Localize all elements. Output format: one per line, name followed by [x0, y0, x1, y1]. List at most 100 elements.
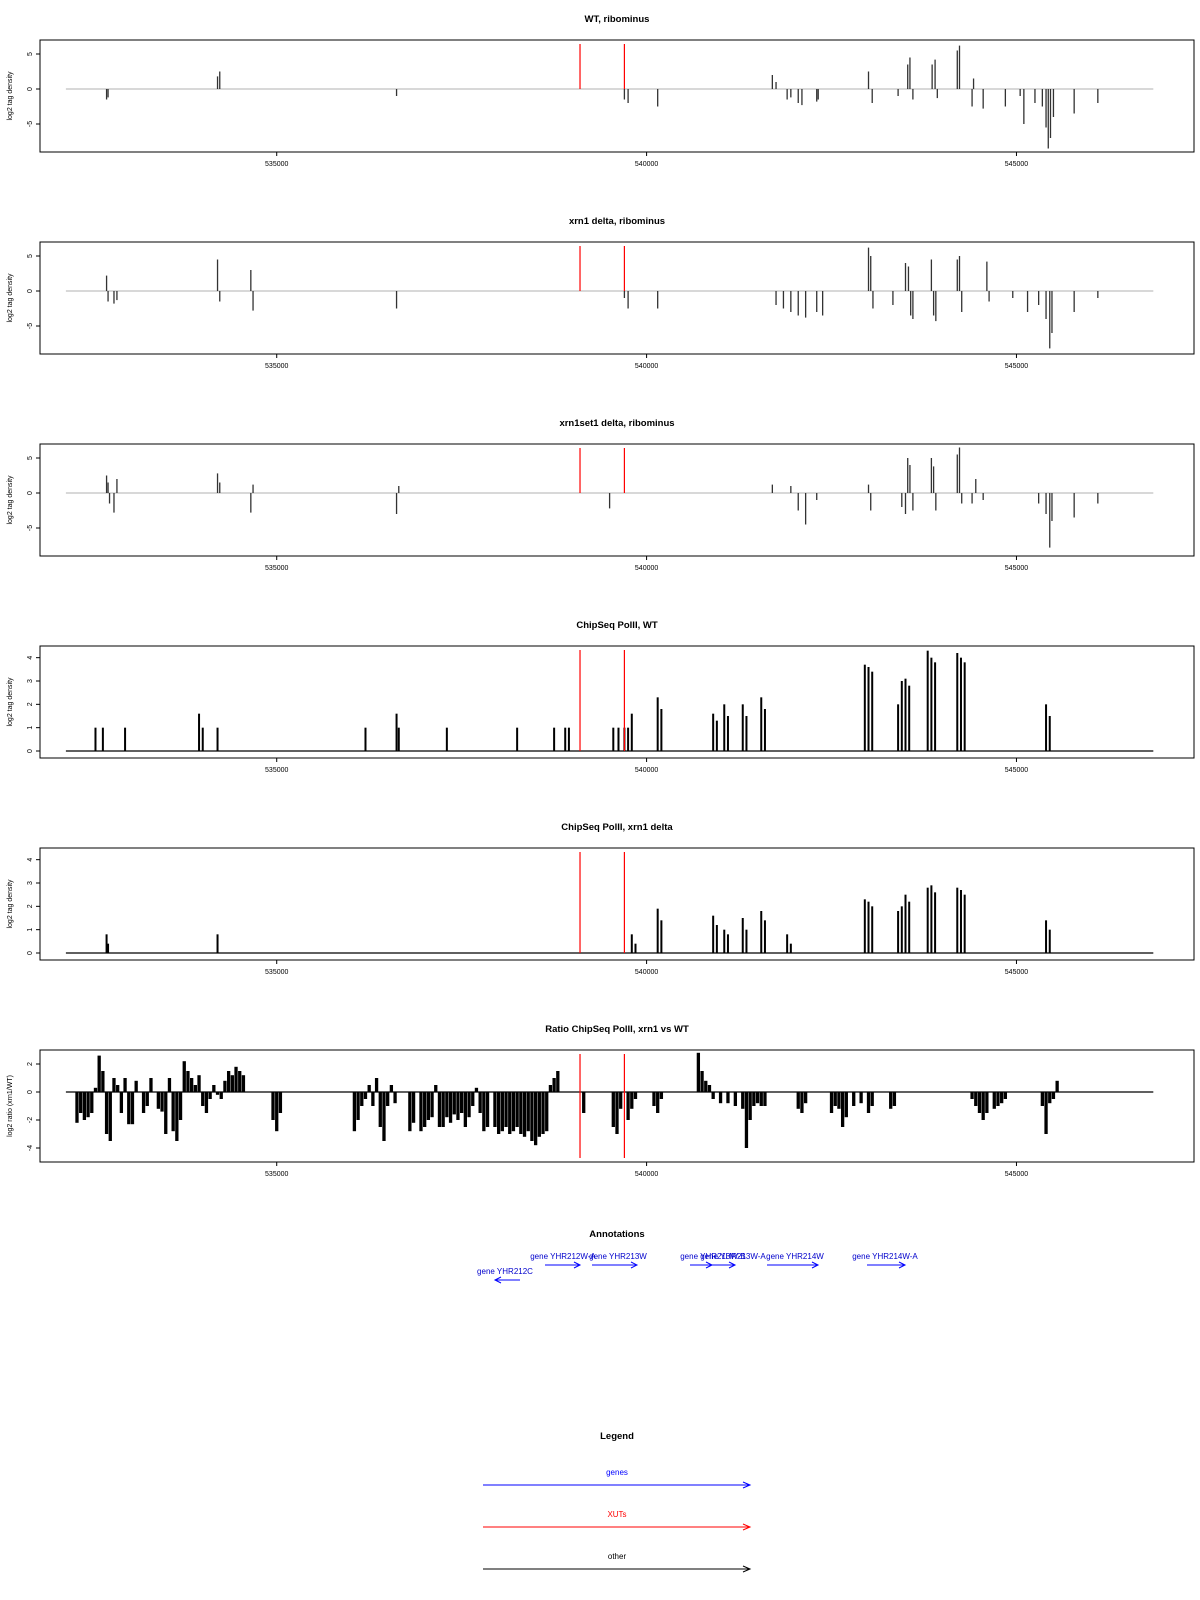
data-bar [932, 291, 935, 316]
data-bar [219, 482, 221, 493]
data-bar [723, 704, 726, 751]
data-bar [201, 1092, 205, 1106]
arrow-head [742, 1481, 752, 1489]
data-bar [1051, 291, 1053, 333]
data-bar [219, 1092, 223, 1099]
data-bar [393, 1092, 397, 1104]
data-bar [657, 291, 659, 309]
data-bar [660, 920, 663, 953]
data-bar [904, 678, 907, 751]
panel-title: WT, ribominus [585, 14, 650, 25]
data-bar [652, 1092, 656, 1106]
data-bar [755, 1092, 760, 1104]
data-bar [863, 899, 866, 953]
data-bar [382, 1092, 386, 1141]
data-bar [564, 727, 567, 751]
legend-title: Legend [600, 1431, 634, 1442]
data-bar [75, 1092, 79, 1123]
data-bar [352, 1092, 357, 1132]
data-bar [156, 1092, 161, 1109]
data-bar [704, 1080, 708, 1092]
data-bar [786, 934, 789, 953]
data-bar [897, 911, 900, 953]
data-bar [623, 89, 626, 100]
data-bar [567, 727, 570, 751]
data-bar [771, 75, 773, 89]
legend-label: other [608, 1552, 627, 1561]
data-bar [395, 713, 398, 751]
data-bar [790, 291, 792, 312]
data-bar [241, 1075, 246, 1092]
data-bar [659, 1092, 664, 1099]
data-bar [216, 934, 219, 953]
data-bar [526, 1092, 530, 1132]
data-bar [711, 1092, 715, 1099]
y-tick-label: 4 [27, 656, 34, 660]
data-bar [867, 667, 870, 751]
data-bar [981, 1092, 985, 1120]
data-bar [912, 89, 914, 100]
data-bar [108, 493, 111, 504]
data-bar [975, 479, 977, 493]
data-bar [1040, 1092, 1045, 1106]
data-bar [516, 727, 519, 751]
data-bar [866, 1092, 871, 1113]
data-bar [745, 716, 748, 751]
y-axis-label: log2 tag density [7, 475, 14, 525]
data-bar [1097, 89, 1099, 103]
data-bar [934, 892, 937, 953]
data-bar [97, 1055, 101, 1092]
data-bar [204, 1092, 209, 1113]
data-bar [971, 89, 973, 107]
data-bar [164, 1092, 168, 1134]
data-bar [145, 1092, 149, 1106]
data-bar [397, 727, 400, 751]
data-bar [844, 1092, 848, 1118]
data-bar [482, 1092, 486, 1132]
data-bar [726, 934, 729, 953]
plot-frame [39, 241, 1195, 355]
data-bar [1051, 493, 1053, 521]
data-bar [252, 484, 254, 493]
data-bar [1073, 291, 1075, 312]
data-bar [797, 291, 799, 316]
data-bar [367, 1085, 371, 1092]
data-bar [107, 291, 109, 302]
data-bar [105, 934, 108, 953]
data-bar [113, 291, 115, 304]
data-bar [907, 266, 910, 291]
data-bar [797, 89, 799, 103]
data-bar [741, 918, 744, 953]
data-bar [1045, 89, 1047, 128]
data-bar [1045, 704, 1048, 751]
data-bar [959, 890, 962, 953]
arrow-head [898, 1261, 907, 1269]
data-bar [130, 1092, 135, 1125]
x-tick-label: 545000 [1005, 363, 1028, 370]
data-bar [504, 1092, 508, 1127]
data-bar [124, 727, 127, 751]
data-bar [1038, 291, 1040, 305]
y-axis-label: log2 tag density [7, 677, 14, 727]
data-bar [871, 89, 873, 103]
x-tick-label: 545000 [1005, 161, 1028, 168]
data-bar [801, 89, 803, 106]
data-bar [141, 1092, 146, 1113]
data-bar [656, 908, 659, 953]
data-bar [127, 1092, 131, 1125]
plot-frame [39, 443, 1195, 557]
data-bar [79, 1092, 83, 1113]
legend-label: genes [606, 1468, 628, 1477]
data-bar [816, 89, 818, 102]
panel-title: xrn1 delta, ribominus [569, 216, 665, 227]
x-tick-label: 545000 [1005, 1171, 1028, 1178]
panel-3: xrn1set1 delta, ribominus 535000 540000 545… [7, 418, 1195, 572]
gene-label: gene YHR213W-B [680, 1252, 746, 1261]
x-tick-label: 540000 [635, 565, 658, 572]
data-bar [250, 493, 252, 513]
data-bar [226, 1071, 231, 1092]
data-bar [786, 89, 788, 100]
data-bar [1073, 493, 1075, 518]
data-bar [186, 1071, 190, 1092]
